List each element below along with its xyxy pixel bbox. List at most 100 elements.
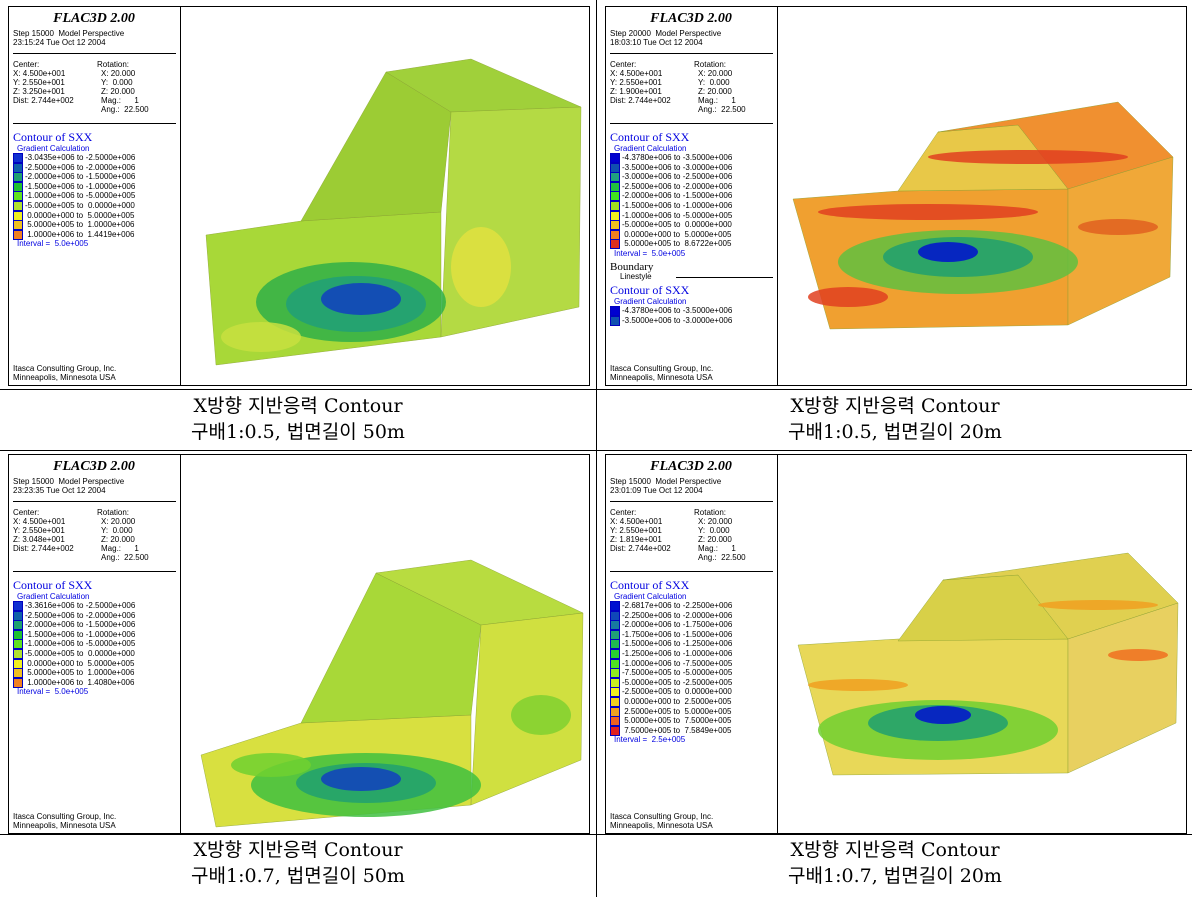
boundary-style: Linestyle: [620, 272, 652, 281]
rotation-value: Z: 20.000: [101, 535, 135, 544]
separator: [13, 501, 176, 502]
legend-swatch: [610, 707, 620, 717]
legend-swatch: [13, 639, 23, 649]
legend-swatch: [610, 306, 620, 316]
center-value: Z: 3.250e+001: [13, 87, 65, 96]
legend-swatch: [13, 182, 23, 192]
center-value: Y: 2.550e+001: [610, 526, 662, 535]
legend-method: Gradient Calculation: [614, 592, 686, 601]
rotation-value: X: 20.000: [698, 69, 732, 78]
legend-label: -2.2500e+006 to -2.0000e+006: [622, 611, 732, 620]
caption: X방향 지반응력 Contour: [0, 835, 596, 862]
legend-label: 2.5000e+005 to 5.0000e+005: [622, 707, 731, 716]
separator: [610, 501, 773, 502]
legend-label: -3.5000e+006 to -3.0000e+006: [622, 163, 732, 172]
rotation-value: Y: 0.000: [698, 78, 730, 87]
rotation-value: Mag.: 1: [101, 96, 139, 105]
legend-interval: Interval = 5.0e+005: [17, 239, 88, 248]
legend-label: -5.0000e+005 to 0.0000e+000: [25, 649, 135, 658]
legend-title: Contour of SXX: [610, 579, 689, 592]
separator: [13, 571, 176, 572]
location-text: Minneapolis, Minnesota USA: [13, 373, 116, 382]
rotation-value: Z: 20.000: [101, 87, 135, 96]
legend-swatch: [610, 163, 620, 173]
rotation-value: Ang.: 22.500: [698, 105, 746, 114]
center-value: Y: 2.550e+001: [13, 526, 65, 535]
legend-label: 5.0000e+005 to 1.0000e+006: [25, 220, 134, 229]
legend-title: Contour of SXX: [610, 284, 689, 297]
legend-swatch: [610, 220, 620, 230]
legend-swatch: [610, 316, 620, 326]
rotation-value: X: 20.000: [698, 517, 732, 526]
contour-region: [928, 150, 1128, 164]
legend-swatch: [610, 726, 620, 736]
legend-label: -5.0000e+005 to -2.5000e+005: [622, 678, 732, 687]
legend-swatch: [13, 230, 23, 240]
legend-swatch: [13, 163, 23, 173]
legend-swatch: [610, 668, 620, 678]
legend-swatch: [610, 211, 620, 221]
location-text: Minneapolis, Minnesota USA: [13, 821, 116, 830]
rotation-value: Mag.: 1: [698, 544, 736, 553]
caption: X방향 지반응력 Contour: [597, 835, 1192, 862]
contour-region: [818, 204, 1038, 220]
caption: 구배1:0.7, 법면길이 20m: [597, 861, 1192, 888]
contour-region: [221, 322, 301, 352]
step-text: Step 20000 Model Perspective: [610, 29, 721, 38]
contour-region: [321, 767, 401, 791]
rotation-value: Y: 0.000: [101, 526, 133, 535]
contour-region: [321, 283, 401, 315]
caption: X방향 지반응력 Contour: [597, 391, 1192, 418]
center-value: Dist: 2.744e+002: [13, 544, 74, 553]
legend-label: -5.0000e+005 to 0.0000e+000: [25, 201, 135, 210]
legend-label: -3.5000e+006 to -3.0000e+006: [622, 316, 732, 325]
legend-swatch: [610, 201, 620, 211]
legend-label: 0.0000e+000 to 5.0000e+005: [25, 659, 134, 668]
legend-swatch: [610, 153, 620, 163]
legend-swatch: [610, 630, 620, 640]
legend-label: 1.0000e+006 to 1.4419e+006: [25, 230, 134, 239]
separator: [610, 53, 773, 54]
legend-swatch: [13, 630, 23, 640]
contour-region: [1078, 219, 1158, 235]
legend-label: -4.3780e+006 to -3.5000e+006: [622, 153, 732, 162]
time-text: 23:15:24 Tue Oct 12 2004: [13, 38, 106, 47]
page: FLAC3D 2.00Step 15000 Model Perspective2…: [0, 0, 1192, 897]
location-text: Minneapolis, Minnesota USA: [610, 821, 713, 830]
legend-swatch: [13, 201, 23, 211]
legend-label: 0.0000e+000 to 2.5000e+005: [622, 697, 731, 706]
legend-swatch: [610, 697, 620, 707]
legend-swatch: [610, 659, 620, 669]
legend-swatch: [610, 678, 620, 688]
legend-swatch: [610, 649, 620, 659]
rotation-value: Z: 20.000: [698, 535, 732, 544]
legend-label: 7.5000e+005 to 7.5849e+005: [622, 726, 731, 735]
legend-swatch: [13, 211, 23, 221]
company-text: Itasca Consulting Group, Inc.: [610, 364, 713, 373]
center-label: Center:: [610, 60, 636, 69]
center-value: X: 4.500e+001: [13, 69, 65, 78]
legend-label: -2.0000e+006 to -1.7500e+006: [622, 620, 732, 629]
legend-interval: Interval = 2.5e+005: [614, 735, 685, 744]
time-text: 23:23:35 Tue Oct 12 2004: [13, 486, 106, 495]
time-text: 23:01:09 Tue Oct 12 2004: [610, 486, 703, 495]
center-value: Z: 1.819e+001: [610, 535, 662, 544]
contour-region: [1108, 649, 1168, 661]
rotation-value: Ang.: 22.500: [698, 553, 746, 562]
rotation-value: X: 20.000: [101, 517, 135, 526]
center-value: Z: 1.900e+001: [610, 87, 662, 96]
legend-method: Gradient Calculation: [17, 592, 89, 601]
step-text: Step 15000 Model Perspective: [13, 477, 124, 486]
legend-label: -1.5000e+006 to -1.0000e+006: [25, 182, 135, 191]
legend-label: 5.0000e+005 to 8.6722e+005: [622, 239, 731, 248]
legend-swatch: [13, 659, 23, 669]
legend-title: Contour of SXX: [13, 131, 92, 144]
legend-swatch: [610, 639, 620, 649]
legend-method: Gradient Calculation: [614, 144, 686, 153]
plot-frame: FLAC3D 2.00Step 15000 Model Perspective2…: [605, 454, 1187, 834]
legend-label: -2.0000e+006 to -1.5000e+006: [622, 191, 732, 200]
center-value: X: 4.500e+001: [13, 517, 65, 526]
legend-swatch: [13, 611, 23, 621]
